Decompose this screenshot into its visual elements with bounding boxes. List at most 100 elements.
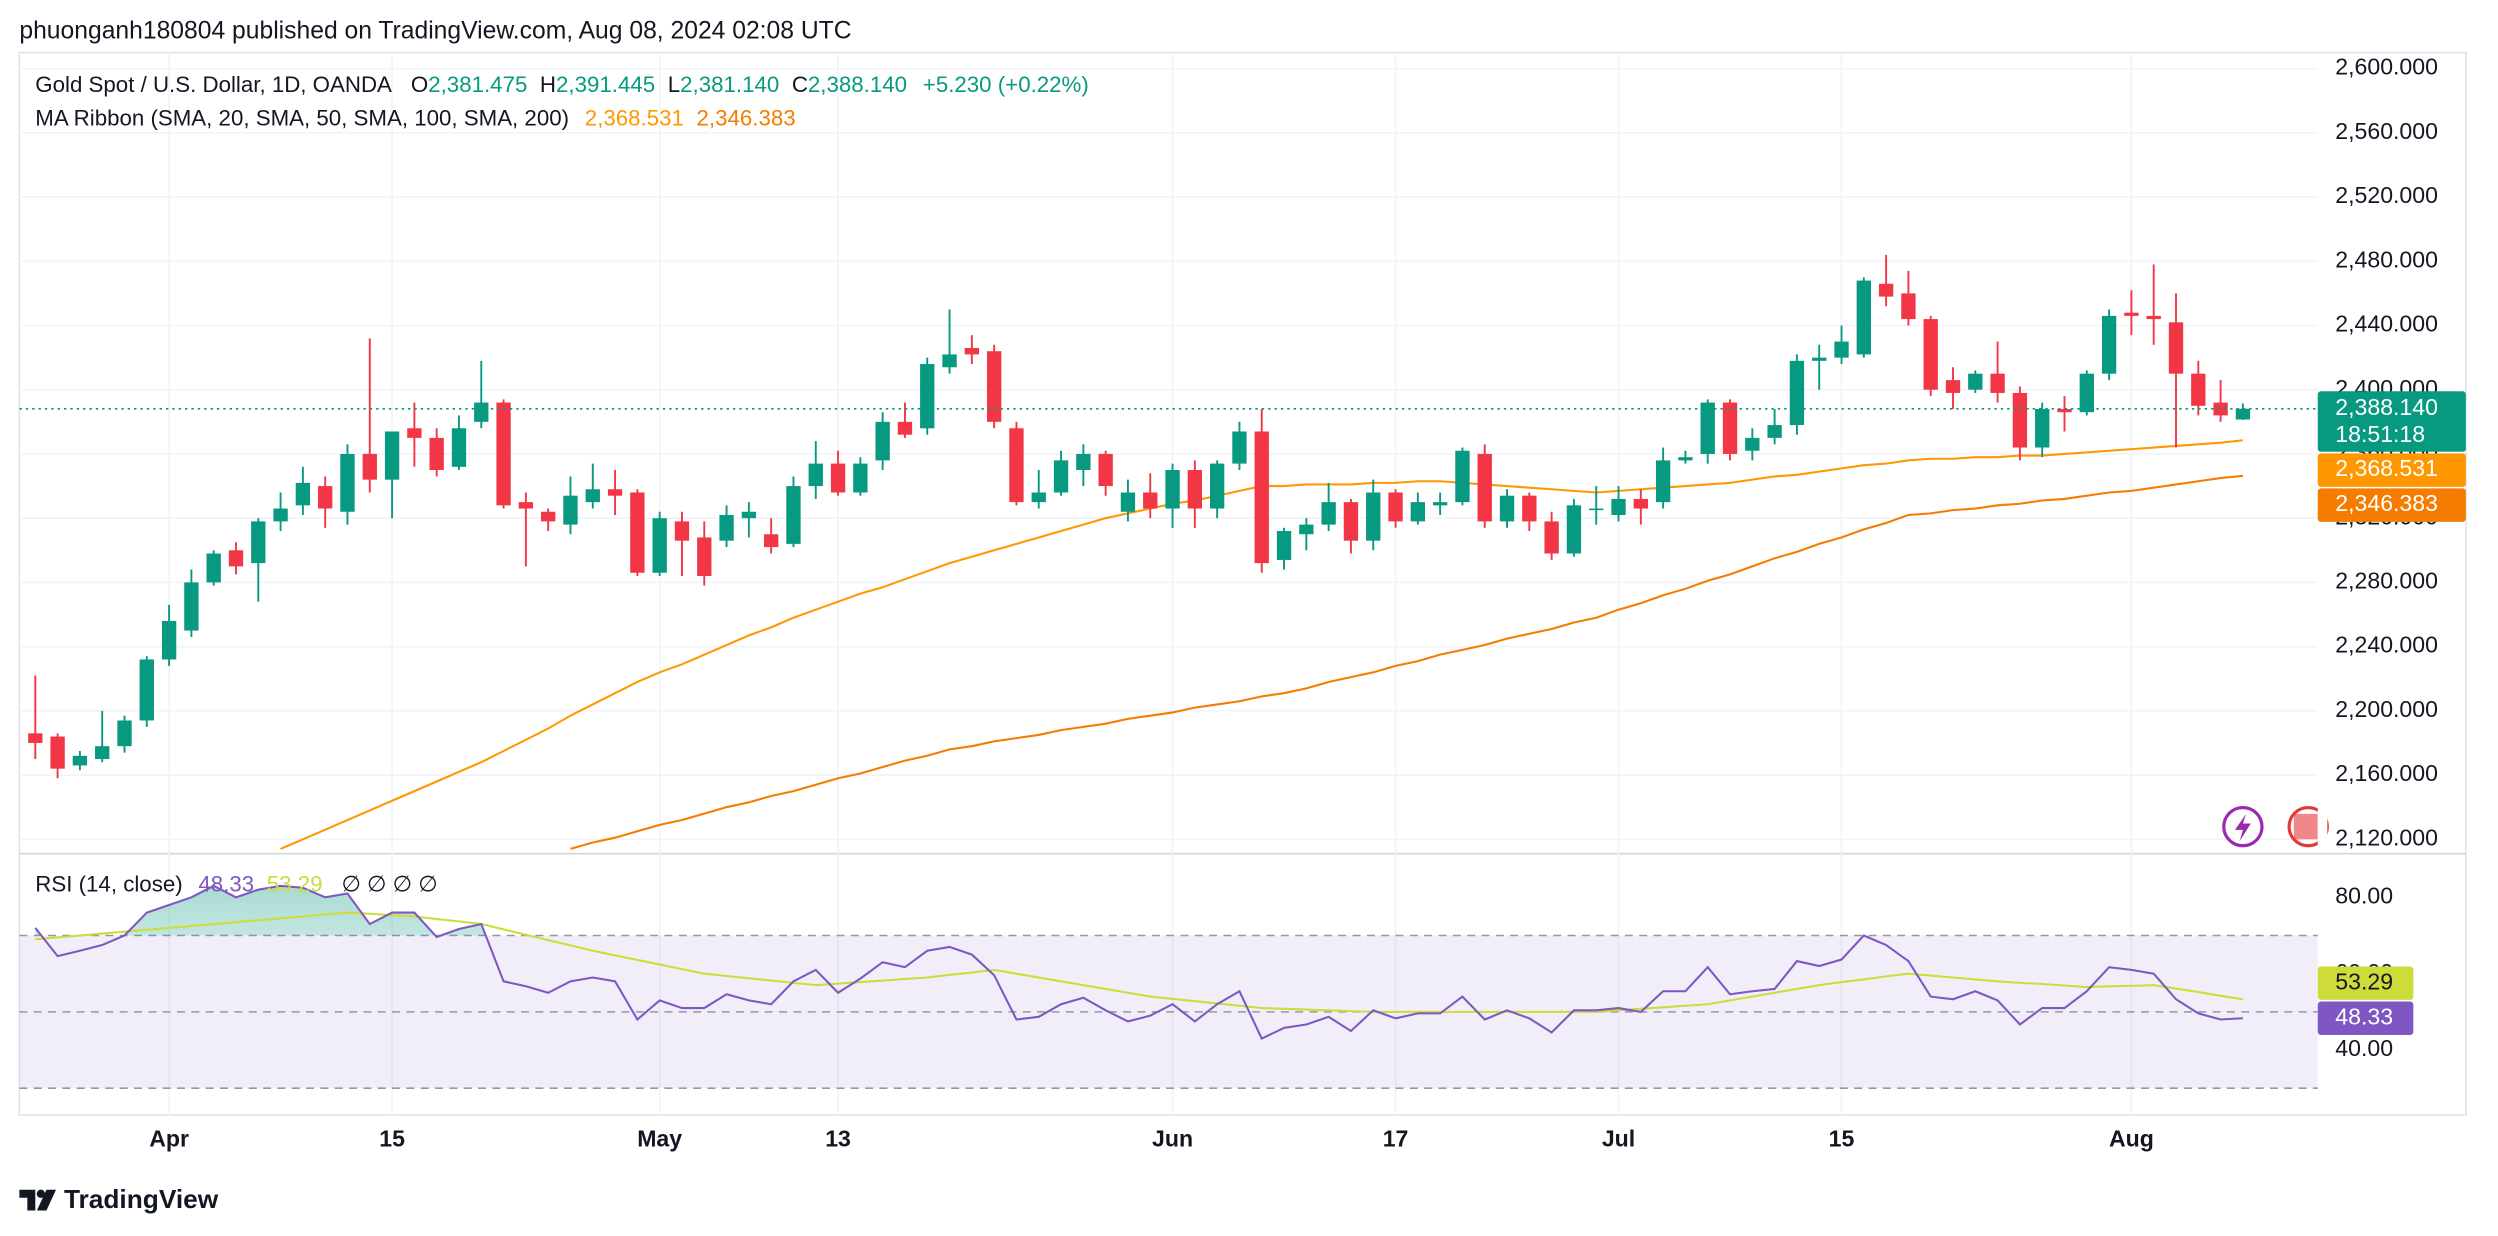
candle-body [295,482,311,506]
rsi-tick-label: 40.00 [2335,1035,2393,1061]
y-tick-label: 2,600.000 [2335,54,2438,80]
candle-body [674,521,690,541]
candle-body [1209,463,1225,509]
candle-body [2168,322,2184,374]
footer-logo [19,1189,57,1211]
candle-body [1589,508,1604,511]
candle-body [2079,373,2094,413]
ma-badge-label: 2,368.531 [2335,455,2438,481]
candle-body [1098,453,1113,487]
last-price-badge [2317,391,2466,452]
candle-body [161,620,177,660]
rsi-ma-value: 53.29 [267,871,323,896]
y-tick-label: 2,440.000 [2335,311,2438,337]
x-tick-label: May [637,1126,682,1152]
price-legend: Gold Spot / U.S. Dollar, 1D, OANDA O2,38… [35,72,1089,97]
candle-body [72,755,88,766]
candle-body [1722,402,1738,454]
candle-body [1745,437,1760,451]
ma-legend: MA Ribbon (SMA, 20, SMA, 50, SMA, 100, S… [35,105,795,130]
candle-body [763,534,779,548]
candle-body [1678,457,1693,461]
candle-body [1343,502,1359,541]
candle-body [1276,531,1292,560]
rsi-badge-label: 53.29 [2335,968,2393,994]
publish-header: phuonganh180804 published on TradingView… [19,17,851,44]
countdown-label: 18:51:18 [2335,421,2425,447]
rsi-pane [34,884,2244,1040]
candle-body [563,495,578,525]
candle-body [228,550,244,567]
candle-body [897,421,913,435]
last-price-label: 2,388.140 [2335,394,2438,420]
candle-body [1499,495,1515,522]
candle-body [830,463,846,493]
candle-body [1053,460,1069,493]
rsi-badge-label: 48.33 [2335,1003,2393,1029]
placeholders: ∅ ∅ ∅ ∅ [341,871,437,896]
y-tick-label: 2,240.000 [2335,632,2438,658]
candle-body [2035,408,2050,448]
ma-badge [2317,453,2466,487]
candle-body [964,347,980,355]
y-tick-label: 2,160.000 [2335,760,2438,786]
candle-body [1923,319,1938,390]
x-tick-label: 15 [1829,1126,1855,1152]
candle-body [1544,521,1559,554]
logo-slash [36,1189,57,1211]
candle-body [741,511,757,519]
candle-body [184,582,199,631]
candle-body [362,453,377,480]
x-tick-label: Aug [2109,1126,2154,1152]
logo-t [19,1189,36,1211]
ma-value: 2,346.383 [697,105,796,130]
candle-body [1655,460,1671,503]
rsi-background [19,934,2318,1090]
candle-body [808,463,823,487]
candle-body [1432,502,1448,506]
candle-body [1009,428,1024,503]
ma-badge-label: 2,346.383 [2335,490,2438,516]
x-tick-label: 13 [825,1126,851,1152]
grid [19,52,2318,1115]
candle-body [875,421,890,461]
logo-dot [36,1189,46,1198]
x-tick-label: Apr [149,1126,189,1152]
candle-body [139,659,154,721]
candle-body [1812,357,1827,361]
candle-body [1477,453,1492,522]
candle-body [1410,502,1426,522]
candle-body [251,521,266,564]
candle-body [585,489,600,503]
candle-body [2146,315,2161,320]
candle-body [2101,315,2117,374]
candle-body [50,736,65,769]
candle-body [429,437,444,471]
icon-mask [2317,804,2328,849]
candle-body [1611,498,1626,515]
candle-body [1232,431,1247,464]
candle-body [786,486,801,544]
candle-body [1789,360,1805,426]
change-value: +5.230 (+0.22%) [923,72,1089,97]
candle-body [697,537,712,576]
candle-body [1321,502,1336,525]
candle-body [474,402,489,422]
candle-body [1299,524,1314,535]
candle-body [1990,373,2005,393]
rsi-badge [2317,1001,2414,1035]
x-tick-label: 17 [1383,1126,1409,1152]
candle-body [1388,492,1403,522]
ohlc-key: O [411,72,428,97]
candle-body [1878,283,1894,297]
ohlc-value: 2,381.475 [428,72,527,97]
candle-body [986,351,1002,422]
candle-body [28,733,43,743]
candle-body [1901,293,1916,320]
rsi-badge [2317,966,2414,1000]
candle-body [273,508,288,522]
rsi-line [34,884,2243,1040]
candle-body [1455,450,1470,503]
